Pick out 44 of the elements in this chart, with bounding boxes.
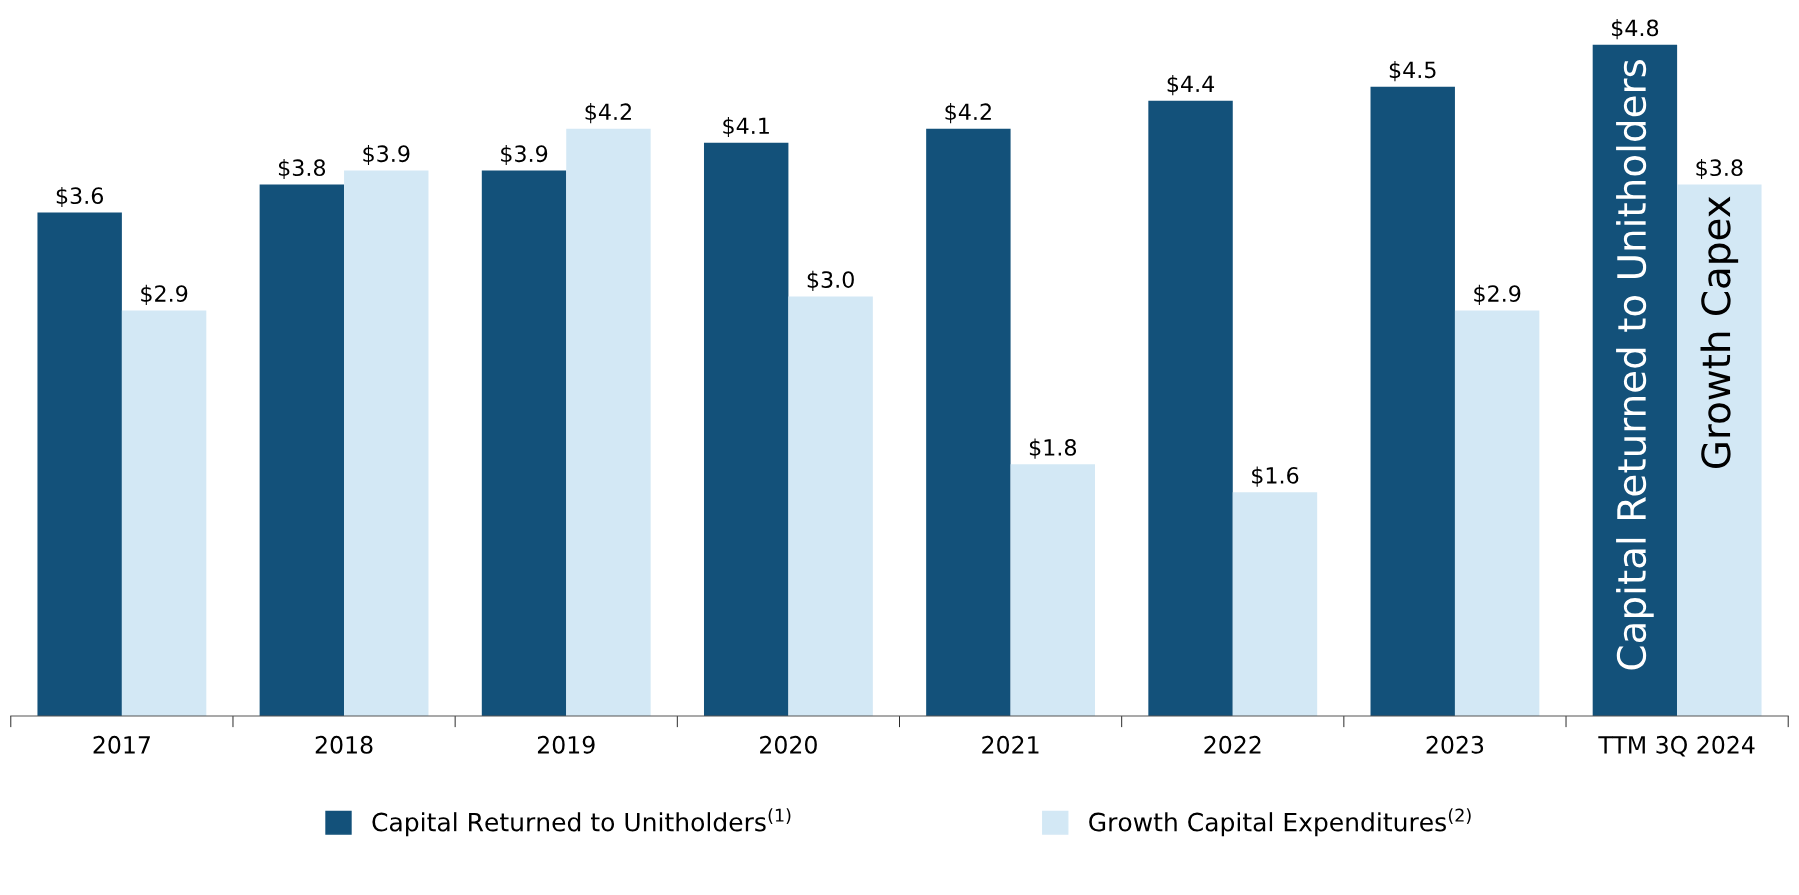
- data-label: $3.8: [278, 158, 326, 180]
- data-label: $4.2: [585, 102, 631, 124]
- bar: [1010, 464, 1096, 716]
- bar: [703, 142, 789, 716]
- data-label: $2.9: [1474, 284, 1521, 305]
- x-tick-label: 2020: [760, 735, 817, 754]
- x-tick-label: 2023: [1426, 735, 1484, 754]
- bar: [1232, 492, 1318, 716]
- legend-label: Growth Capital Expenditures$^{(2)}$: [1089, 808, 1471, 837]
- x-tick-label: TTM 3Q 2024: [1598, 735, 1755, 757]
- data-label: $3.9: [501, 144, 548, 166]
- bar: [566, 128, 651, 716]
- annotation: Capital Returned to Unitholders: [1616, 60, 1654, 670]
- legend-label: Capital Returned to Unitholders$^{(1)}$: [372, 808, 791, 837]
- data-label: $4.4: [1167, 75, 1215, 96]
- data-label: $4.1: [723, 116, 769, 138]
- bar: [1592, 44, 1678, 716]
- x-tick-label: 2019: [537, 735, 595, 754]
- x-tick-label: 2017: [93, 735, 150, 754]
- data-label: $4.5: [1389, 61, 1436, 82]
- bar: [926, 128, 1011, 716]
- data-label: $4.2: [945, 102, 991, 124]
- bar: [1370, 86, 1455, 716]
- annotation: Growth Capex: [1700, 196, 1739, 469]
- data-label: $1.8: [1029, 438, 1077, 459]
- data-label: $3.8: [1696, 158, 1743, 180]
- bar: [121, 310, 207, 716]
- x-tick-label: 2018: [315, 735, 373, 754]
- data-label: $2.9: [141, 284, 188, 305]
- data-label: $3.9: [363, 144, 410, 166]
- bar: [344, 170, 429, 716]
- data-label: $1.6: [1252, 466, 1299, 487]
- bar: [1148, 100, 1233, 716]
- bar: [1454, 310, 1540, 716]
- x-tick-label: 2022: [1204, 735, 1261, 754]
- bar: [259, 184, 345, 716]
- bar: [37, 212, 122, 716]
- data-label: $4.8: [1612, 19, 1659, 40]
- x-tick-label: 2021: [982, 735, 1039, 754]
- data-label: $3.0: [807, 270, 854, 291]
- bar: [481, 170, 567, 716]
- bar: [788, 296, 873, 716]
- data-label: $3.6: [56, 186, 104, 208]
- bar: [1677, 184, 1762, 716]
